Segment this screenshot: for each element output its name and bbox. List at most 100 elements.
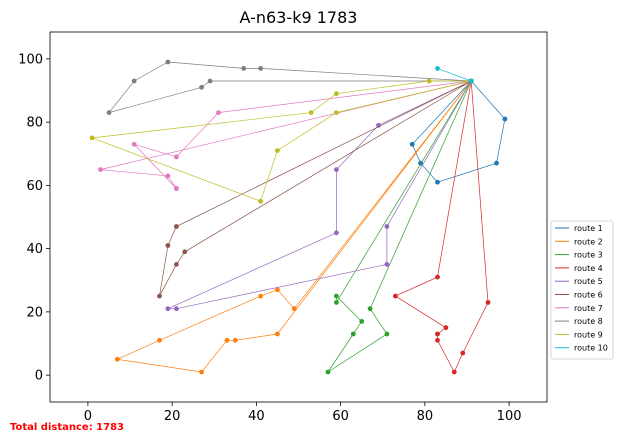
route-6 [157,78,474,299]
y-tick-label: 60 [26,179,43,194]
route-4-point [435,331,440,337]
route-8-point [106,110,112,115]
x-tick-label: 20 [164,409,181,424]
route-10-point [468,78,474,84]
legend-label: route 1 [574,224,603,233]
route-8-point [165,59,171,65]
route-2-point [157,337,162,343]
route-9-point [426,78,432,84]
y-tick-label: 100 [18,52,43,67]
route-5-point [334,167,339,173]
route-4-point [451,369,457,375]
legend-label: route 10 [574,344,608,353]
route-5-point [384,262,390,267]
route-8-point [199,84,205,90]
route-2-point [291,306,297,312]
route-5-point [334,230,339,236]
x-tick-label: 40 [248,409,265,424]
route-8-point [241,66,247,71]
route-4-point [485,300,491,305]
route-3 [325,78,474,375]
x-axis: 0 20 40 60 80 100 [84,402,522,424]
x-tick-label: 60 [332,409,349,424]
y-axis: 0 20 40 60 80 100 [18,52,50,384]
route-6-point [174,224,179,229]
route-8-point [131,78,137,84]
route-6-point [182,249,188,255]
route-4-point [460,350,466,356]
route-4-point [435,337,440,343]
route-7-line [100,80,472,189]
legend-label: route 6 [574,291,603,300]
route-3-point [325,369,331,375]
route-3-point [350,331,356,337]
legend-label: route 9 [574,330,603,339]
route-9-point [89,135,95,141]
route-9-point [258,198,263,204]
x-tick-label: 100 [497,409,522,424]
y-tick-label: 40 [26,242,43,257]
route-7-point [216,110,221,115]
route-4-line [394,80,489,373]
route-5-point [165,306,171,312]
route-2-point [224,337,230,343]
total-distance-label: Total distance: 1783 [10,422,125,433]
route-3-point [384,331,390,337]
route-7-point [165,173,171,179]
route-2-point [115,356,120,362]
route-8-line [108,61,472,114]
route-9-point [275,148,280,154]
route-3-point [334,300,339,305]
route-7-point [174,154,179,160]
y-tick-label: 80 [26,116,43,131]
route-9 [89,78,474,204]
route-1-line [411,80,506,183]
route-2-point [199,369,205,375]
legend: route 1 route 2 route 3 route 4 route 5 route… [550,220,614,360]
route-3-line [327,80,472,373]
route-1-point [494,160,499,166]
legend-label: route 7 [574,304,603,313]
legend-label: route 5 [574,277,603,286]
route-5-point [384,224,390,229]
route-6-point [174,262,179,267]
route-3-point [334,293,339,299]
route-5-line [167,80,472,310]
plot-frame [49,31,548,403]
chart-title: A-n63-k9 1783 [240,8,358,27]
route-3-point [359,319,365,324]
route-7-point [131,141,137,147]
route-1 [409,78,508,185]
route-2-point [275,287,280,293]
routes-layer [89,59,508,375]
route-9-point [308,110,314,115]
route-6-line [159,80,472,297]
route-4-point [443,325,449,331]
route-2-point [275,331,280,337]
route-6-point [157,293,162,299]
route-1-point [435,179,440,185]
route-2-point [232,337,238,343]
route-4-point [393,293,398,299]
route-1-point [409,141,415,147]
route-9-line [91,80,472,202]
legend-label: route 3 [574,251,603,260]
legend-box [550,220,614,360]
x-tick-label: 0 [84,409,92,424]
legend-label: route 2 [574,237,603,246]
route-10 [435,66,474,84]
route-4 [393,78,491,375]
route-2-point [258,293,263,299]
route-6-point [165,243,171,248]
route-2-line [116,80,472,373]
route-10-point [435,66,440,71]
legend-label: route 8 [574,317,603,326]
route-3-point [367,306,373,312]
route-1-point [502,116,508,122]
route-5-point [174,306,179,312]
route-8-point [207,78,213,84]
route-4-point [435,274,440,280]
y-tick-label: 20 [26,305,43,320]
legend-label: route 4 [574,264,603,273]
